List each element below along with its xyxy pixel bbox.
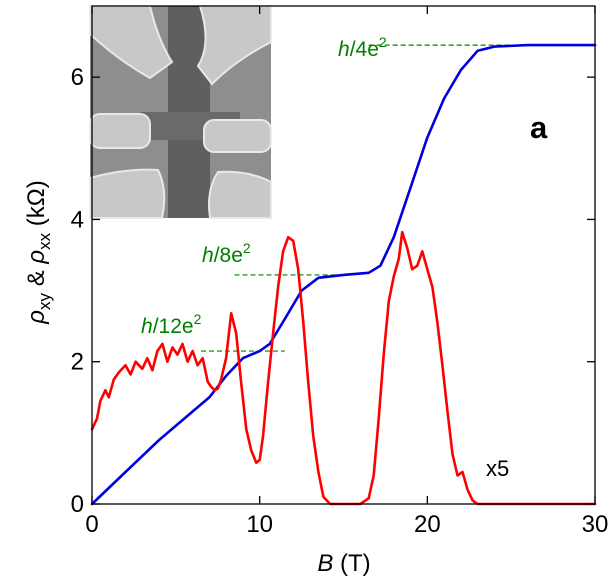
x-tick-label-2: 20 bbox=[414, 511, 441, 538]
y-axis-label-rho-1: ρ bbox=[23, 310, 50, 325]
inset-contact-mid-right bbox=[203, 119, 272, 153]
x-tick-label-3: 30 bbox=[582, 511, 609, 538]
y-axis-label-unit: (kΩ) bbox=[23, 180, 50, 233]
plateau-label-h4e2-denom: /4e bbox=[350, 38, 379, 61]
plot-frame bbox=[91, 5, 596, 505]
inset-contact-bottom-left bbox=[89, 168, 166, 219]
y-axis-label-sub-xy: xy bbox=[35, 292, 54, 310]
panel-label: a bbox=[530, 110, 548, 145]
plateau-label-h12e2-exp: 2 bbox=[194, 311, 202, 327]
scale-factor-label: x5 bbox=[486, 456, 509, 481]
inset-contact-bottom-right bbox=[208, 170, 272, 219]
plateau-label-h12e2: h/12e2 bbox=[141, 311, 202, 338]
y-axis-label-sub-xx: xx bbox=[35, 232, 54, 250]
series-line-1 bbox=[90, 230, 597, 506]
x-axis-label-var: B bbox=[317, 550, 333, 577]
inset-micrograph bbox=[89, 5, 272, 219]
y-axis-label: ρxy & ρxx (kΩ) bbox=[23, 180, 54, 324]
plateau-label-h8e2-denom: /8e bbox=[214, 244, 243, 267]
x-tick-label-0: 0 bbox=[85, 511, 98, 538]
series-layer bbox=[90, 43, 597, 506]
y-tick-label-1: 2 bbox=[71, 349, 84, 376]
y-axis-label-rho-2: ρ bbox=[23, 250, 50, 265]
plateau-label-h8e2-exp: 2 bbox=[243, 240, 251, 256]
inset-contact-top-right bbox=[196, 5, 272, 86]
x-tick-label-1: 10 bbox=[246, 511, 273, 538]
plateau-label-h8e2: h/8e2 bbox=[202, 240, 251, 267]
y-tick-label-2: 4 bbox=[71, 206, 84, 233]
inset-contact-mid-left bbox=[89, 113, 151, 149]
y-tick-label-0: 0 bbox=[71, 491, 84, 518]
plateau-label-h12e2-denom: /12e bbox=[153, 315, 194, 338]
x-axis-label-unit: (T) bbox=[333, 550, 370, 577]
plateau-label-h4e2-h: h bbox=[338, 38, 350, 61]
plateau-label-h12e2-h: h bbox=[141, 315, 153, 338]
plateau-label-h4e2-exp: 2 bbox=[379, 34, 387, 50]
axes-layer: 0 10 20 30 0 2 4 6 bbox=[71, 5, 609, 538]
inset-contact-top-left bbox=[89, 5, 174, 80]
plateau-label-h4e2: h/4e2 bbox=[338, 34, 387, 61]
y-tick-label-3: 6 bbox=[71, 64, 84, 91]
y-axis-label-amp: & bbox=[23, 264, 50, 293]
plateau-label-h8e2-h: h bbox=[202, 244, 214, 267]
x-axis-label: B (T) bbox=[317, 550, 370, 577]
series-line-0 bbox=[90, 43, 597, 506]
